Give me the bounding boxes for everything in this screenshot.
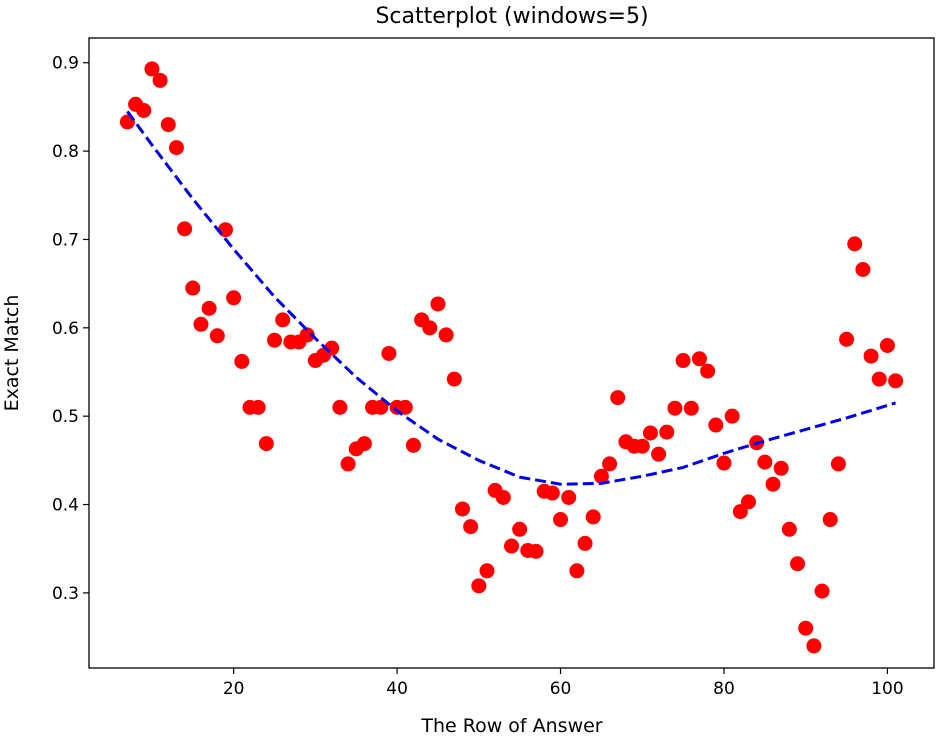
data-point (602, 456, 618, 472)
data-point (659, 424, 675, 440)
data-point (495, 489, 511, 505)
data-point (544, 485, 560, 501)
data-point (781, 521, 797, 537)
data-point (700, 363, 716, 379)
data-point (798, 620, 814, 636)
plot-area (119, 61, 904, 654)
data-point (152, 72, 168, 88)
data-point (757, 454, 773, 470)
data-point (193, 316, 209, 332)
data-point (806, 638, 822, 654)
chart-title: Scatterplot (windows=5) (375, 4, 648, 29)
data-point (593, 468, 609, 484)
data-point (479, 563, 495, 579)
data-point (577, 535, 593, 551)
trend-line (126, 110, 897, 486)
data-point (716, 455, 732, 471)
x-axis-label: The Row of Answer (420, 715, 602, 737)
data-point (553, 512, 569, 528)
data-point (185, 280, 201, 296)
x-tick-label: 20 (223, 679, 245, 699)
y-tick-label: 0.5 (52, 407, 79, 427)
y-axis: 0.3 0.4 0.5 0.6 0.7 0.8 0.9 (52, 54, 89, 604)
data-point (438, 327, 454, 343)
data-point (675, 353, 691, 369)
data-point (422, 320, 438, 336)
data-point (397, 399, 413, 415)
data-point (275, 312, 291, 328)
x-tick-label: 80 (713, 679, 735, 699)
data-point (160, 117, 176, 133)
data-point (234, 353, 250, 369)
data-point (822, 512, 838, 528)
y-tick-label: 0.4 (52, 496, 79, 516)
y-tick-label: 0.6 (52, 319, 79, 339)
data-point (136, 102, 152, 118)
data-point (651, 446, 667, 462)
data-point (446, 371, 462, 387)
data-point (332, 399, 348, 415)
x-tick-label: 60 (550, 679, 572, 699)
data-point (430, 296, 446, 312)
plot-frame (88, 37, 935, 669)
data-point (691, 351, 707, 367)
data-point (879, 337, 895, 353)
data-point (814, 583, 830, 599)
x-tick-label: 40 (386, 679, 408, 699)
data-point (373, 399, 389, 415)
data-point (561, 489, 577, 505)
data-point (168, 140, 184, 156)
data-point (839, 331, 855, 347)
data-point (209, 328, 225, 344)
x-axis: 20 40 60 80 100 (223, 668, 904, 699)
data-point (634, 438, 650, 454)
data-point (381, 345, 397, 361)
data-point (258, 436, 274, 452)
data-point (267, 332, 283, 348)
data-point (250, 399, 266, 415)
data-point (569, 563, 585, 579)
data-point (512, 521, 528, 537)
data-point (144, 61, 160, 77)
data-point (405, 437, 421, 453)
y-tick-label: 0.9 (52, 54, 79, 74)
data-point (871, 371, 887, 387)
data-point (610, 390, 626, 406)
data-point (830, 456, 846, 472)
data-point (201, 300, 217, 316)
data-point (667, 400, 683, 416)
y-tick-label: 0.3 (52, 584, 79, 604)
data-point (863, 348, 879, 364)
data-point (724, 408, 740, 424)
data-point (740, 494, 756, 510)
data-point (299, 327, 315, 343)
data-point (340, 456, 356, 472)
data-point (642, 425, 658, 441)
data-point (888, 373, 904, 389)
y-tick-label: 0.7 (52, 230, 79, 250)
x-tick-label: 100 (871, 679, 903, 699)
data-point (463, 519, 479, 535)
data-point (528, 543, 544, 559)
data-point (847, 236, 863, 252)
data-point (708, 417, 724, 433)
y-tick-label: 0.8 (52, 142, 79, 162)
data-point (765, 476, 781, 492)
data-point (790, 556, 806, 572)
data-point (226, 290, 242, 306)
data-point (177, 221, 193, 237)
data-point (356, 436, 372, 452)
data-point (855, 262, 871, 277)
data-point (471, 578, 487, 594)
data-point (454, 501, 470, 517)
data-point (683, 400, 699, 416)
data-point (585, 509, 601, 525)
y-axis-label: Exact Match (1, 295, 23, 412)
data-point (773, 460, 789, 476)
data-point (504, 538, 519, 554)
